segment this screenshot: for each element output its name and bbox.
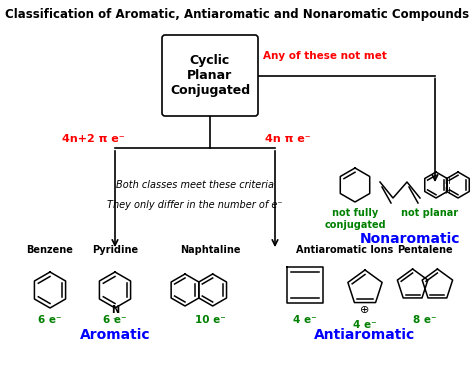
Text: ··: ·· — [113, 316, 117, 322]
FancyBboxPatch shape — [162, 35, 258, 116]
Text: Both classes meet these criteria: Both classes meet these criteria — [116, 180, 274, 190]
Text: H: H — [444, 187, 450, 197]
Text: Antiaromatic Ions: Antiaromatic Ions — [296, 245, 393, 255]
Text: 6 e⁻: 6 e⁻ — [103, 315, 127, 325]
Text: They only differ in the number of e⁻: They only differ in the number of e⁻ — [107, 200, 283, 210]
Text: H: H — [444, 178, 450, 186]
Text: N: N — [111, 305, 119, 315]
Text: Aromatic: Aromatic — [80, 328, 150, 342]
Text: Classification of Aromatic, Antiaromatic and Nonaromatic Compounds: Classification of Aromatic, Antiaromatic… — [5, 8, 469, 21]
Text: 4 e⁻: 4 e⁻ — [293, 315, 317, 325]
Text: Naphtaline: Naphtaline — [180, 245, 240, 255]
Text: Pentalene: Pentalene — [397, 245, 453, 255]
Text: 4 e⁻: 4 e⁻ — [353, 320, 377, 330]
Text: ⊕: ⊕ — [360, 305, 370, 315]
Text: Benzene: Benzene — [27, 245, 73, 255]
Text: Any of these not met: Any of these not met — [263, 51, 387, 61]
Text: 4n+2 π e⁻: 4n+2 π e⁻ — [63, 134, 125, 144]
Text: 8 e⁻: 8 e⁻ — [413, 315, 437, 325]
Text: 6 e⁻: 6 e⁻ — [38, 315, 62, 325]
Text: not planar: not planar — [401, 208, 458, 218]
Text: Nonaromatic: Nonaromatic — [360, 232, 460, 246]
Text: not fully
conjugated: not fully conjugated — [324, 208, 386, 229]
Text: Pyridine: Pyridine — [92, 245, 138, 255]
Text: 10 e⁻: 10 e⁻ — [195, 315, 225, 325]
Text: Antiaromatic: Antiaromatic — [314, 328, 416, 342]
Text: 4n π e⁻: 4n π e⁻ — [265, 134, 310, 144]
Text: Cyclic
Planar
Conjugated: Cyclic Planar Conjugated — [170, 54, 250, 97]
